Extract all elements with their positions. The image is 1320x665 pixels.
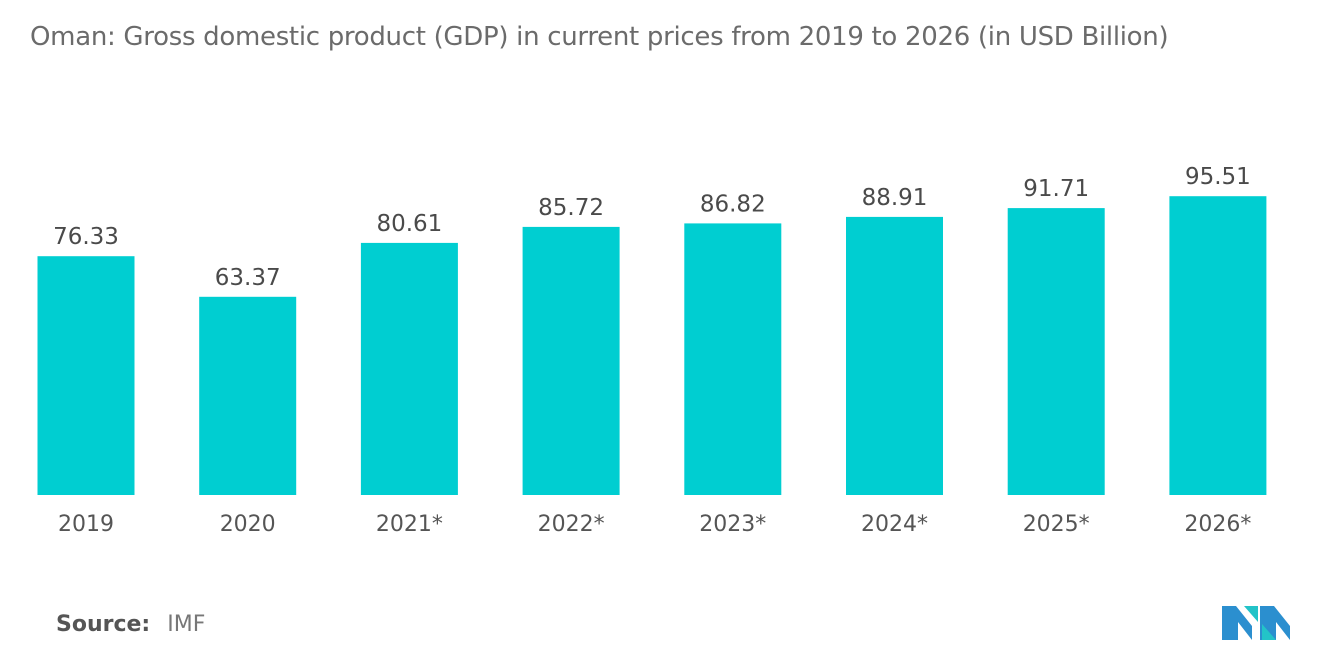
chart-title: Oman: Gross domestic product (GDP) in cu… xyxy=(30,22,1169,52)
data-label: 91.71 xyxy=(1023,176,1089,202)
bar-chart: 76.33 2019 63.37 2020 80.61 2021* 85.72 2022* 86… xyxy=(37,164,1267,537)
data-label: 76.33 xyxy=(53,224,119,250)
data-label: 80.61 xyxy=(376,211,442,237)
data-label: 86.82 xyxy=(700,191,766,217)
data-label: 95.51 xyxy=(1185,164,1251,190)
bar-2019 xyxy=(37,256,135,495)
bar-2023 xyxy=(684,223,782,495)
x-tick-label: 2025* xyxy=(1023,512,1090,537)
x-tick-label: 2021* xyxy=(376,512,443,537)
data-label: 88.91 xyxy=(862,185,928,211)
x-tick-label: 2020 xyxy=(220,512,276,537)
bar-2021 xyxy=(360,242,458,495)
bar-2020 xyxy=(199,296,297,495)
bar-2026 xyxy=(1169,196,1267,495)
x-tick-label: 2023* xyxy=(699,512,766,537)
mordor-intelligence-logo-icon xyxy=(1222,606,1290,640)
source-note: Source: IMF xyxy=(56,612,205,637)
bar-2024 xyxy=(846,216,943,495)
source-label: Source: xyxy=(56,612,151,637)
data-label: 85.72 xyxy=(538,195,604,221)
x-tick-label: 2026* xyxy=(1184,512,1251,537)
x-tick-label: 2024* xyxy=(861,512,928,537)
bar-2022 xyxy=(522,226,620,495)
x-tick-label: 2022* xyxy=(538,512,605,537)
bar-2025 xyxy=(1007,208,1105,495)
data-label: 63.37 xyxy=(215,265,281,291)
x-tick-label: 2019 xyxy=(58,512,114,537)
source-value: IMF xyxy=(167,612,206,637)
